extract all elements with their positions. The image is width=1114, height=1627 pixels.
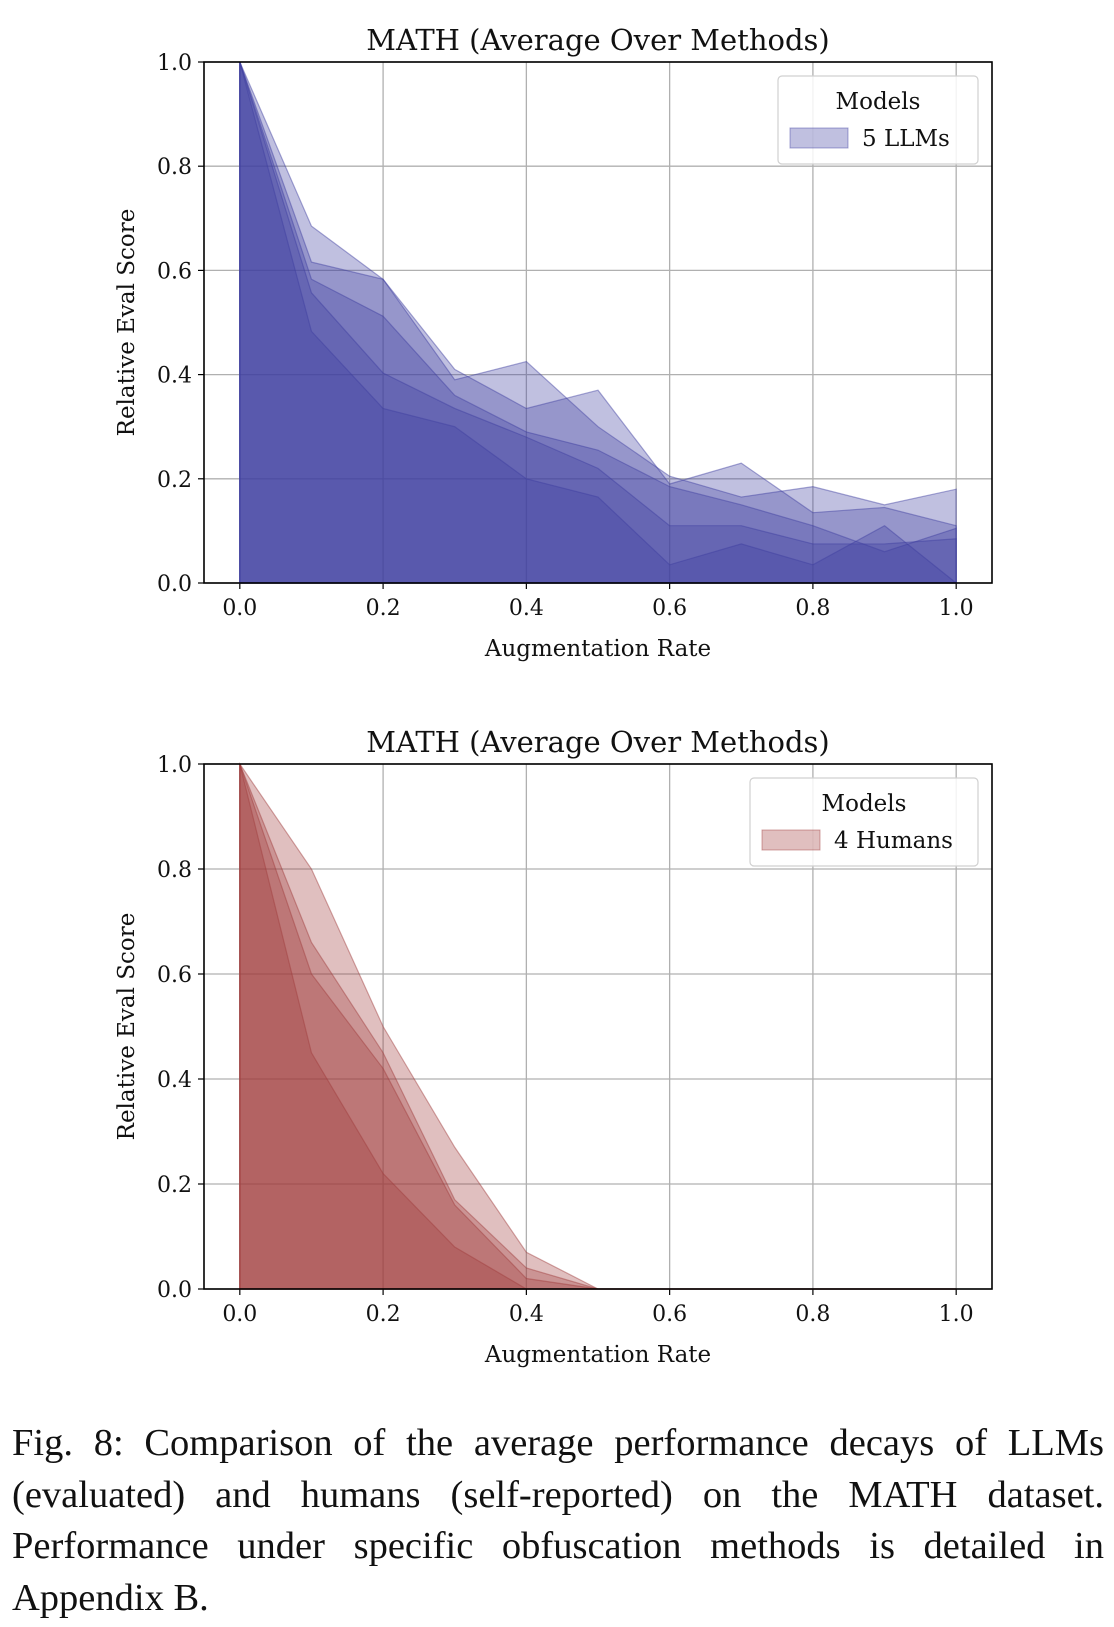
series-area-5 — [239, 61, 958, 584]
chart-1: 0.0 0.2 0.4 0.6 0.8 1.0 0.0 0.2 0.4 0.6 0.8 1.0 MATH… — [114, 23, 993, 662]
legend: Models 5 LLMs — [777, 75, 979, 165]
axes-frame — [203, 763, 993, 1290]
y-tick-label: 0.8 — [157, 858, 192, 883]
x-tick-label: 0.6 — [652, 596, 687, 621]
x-tick-label: 0.2 — [366, 1302, 401, 1327]
y-tick-label: 0.0 — [157, 572, 192, 597]
y-tick-label: 1.0 — [157, 753, 192, 778]
series-area-2 — [239, 61, 957, 584]
series-area-3 — [239, 61, 957, 584]
series-area-1 — [239, 61, 957, 584]
legend-label: 5 LLMs — [862, 126, 950, 152]
y-tick-label: 0.8 — [157, 155, 192, 180]
x-tick-label: 0.4 — [509, 596, 544, 621]
x-tick-label: 0.4 — [509, 1302, 544, 1327]
y-tick-label: 0.4 — [157, 364, 192, 389]
y-tick-label: 0.4 — [157, 1068, 192, 1093]
legend-swatch — [789, 127, 849, 149]
x-tick-label: 0.8 — [795, 596, 830, 621]
chart-2: 0.0 0.2 0.4 0.6 0.8 1.0 0.0 0.2 0.4 0.6 0.8 1.0 MATH… — [114, 725, 993, 1368]
figure-caption: Fig. 8: Comparison of the average perfor… — [12, 1422, 1104, 1619]
series-area-4 — [239, 61, 957, 584]
y-axis-label: Relative Eval Score — [114, 913, 140, 1141]
x-tick-label: 1.0 — [939, 1302, 974, 1327]
y-tick-label: 0.0 — [157, 1278, 192, 1303]
y-tick-label: 0.6 — [157, 259, 192, 284]
y-tick-label: 0.6 — [157, 963, 192, 988]
x-axis-label: Augmentation Rate — [484, 1342, 711, 1368]
chart-title: MATH (Average Over Methods) — [366, 725, 829, 759]
x-tick-label: 0.0 — [222, 1302, 257, 1327]
x-axis-label: Augmentation Rate — [484, 636, 711, 662]
x-tick-label: 0.8 — [795, 1302, 830, 1327]
legend: Models 4 Humans — [749, 777, 979, 867]
legend-box — [749, 777, 979, 867]
legend-swatch — [761, 829, 821, 851]
x-tick-label: 1.0 — [939, 596, 974, 621]
axes-frame — [203, 61, 993, 584]
y-axis-label: Relative Eval Score — [114, 209, 140, 437]
legend-title: Models — [836, 89, 921, 115]
x-tick-label: 0.2 — [366, 596, 401, 621]
x-tick-label: 0.6 — [652, 1302, 687, 1327]
y-tick-label: 1.0 — [157, 51, 192, 76]
y-tick-label: 0.2 — [157, 1173, 192, 1198]
chart-title: MATH (Average Over Methods) — [366, 23, 829, 57]
y-tick-label: 0.2 — [157, 468, 192, 493]
legend-box — [777, 75, 979, 165]
x-tick-label: 0.0 — [222, 596, 257, 621]
legend-title: Models — [822, 791, 907, 817]
legend-label: 4 Humans — [834, 828, 953, 854]
